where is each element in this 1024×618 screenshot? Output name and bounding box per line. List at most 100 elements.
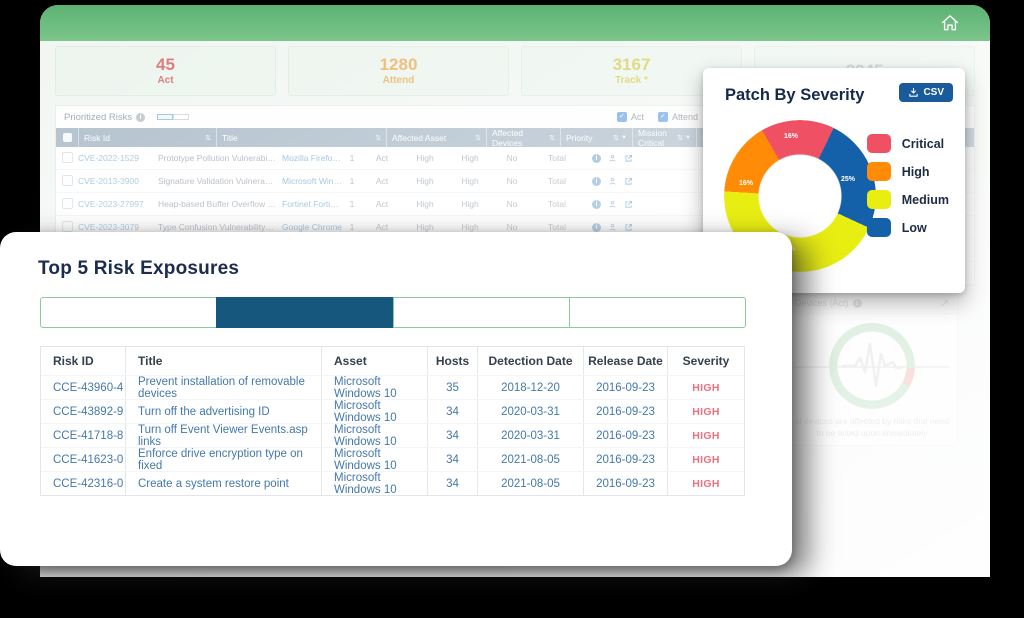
risk-title: Heap-based Buffer Overflow Vulnerability… <box>158 199 282 209</box>
info-icon[interactable] <box>852 298 862 308</box>
table-row[interactable]: CCE-43892-9 Turn off the advertising ID … <box>41 399 744 424</box>
sort-icon[interactable]: ⇅ <box>677 134 684 142</box>
row-checkbox[interactable] <box>61 197 73 209</box>
risk-id-link[interactable]: CVE-2023-3079 <box>78 222 139 232</box>
risk-id-link[interactable]: CCE-41718-8 <box>41 424 126 447</box>
risk-id-link[interactable]: CVE-2013-3900 <box>78 176 139 186</box>
sort-icon[interactable]: ⇅ <box>549 134 555 142</box>
sort-icon[interactable]: ⇅ <box>375 134 381 142</box>
info-icon[interactable] <box>136 112 146 122</box>
asset-link[interactable]: Google Chrome <box>282 222 342 232</box>
info-icon[interactable] <box>592 222 601 232</box>
severity-value: High <box>416 222 434 232</box>
hosts-count: 34 <box>428 448 478 471</box>
sort-icon[interactable]: ⇅ <box>205 134 211 142</box>
table-row[interactable]: CCE-41718-8 Turn off Event Viewer Events… <box>41 423 744 448</box>
asset-link[interactable]: Microsoft Windows 10 <box>322 448 428 472</box>
release-date: 2016-09-23 <box>584 472 668 495</box>
sort-icon[interactable]: ⇅ <box>613 134 620 142</box>
exposure-tab[interactable] <box>392 297 570 328</box>
risks-tab[interactable] <box>173 114 190 120</box>
person-icon[interactable] <box>608 154 617 163</box>
asset-link[interactable]: Microsoft Windows 10 <box>322 424 428 448</box>
person-icon[interactable] <box>608 200 617 209</box>
info-icon[interactable] <box>592 176 601 186</box>
expand-icon[interactable]: ↗ <box>940 297 949 309</box>
asset-link[interactable]: Microsoft Windows 10 <box>322 400 428 424</box>
legend-item[interactable]: Medium <box>866 190 949 209</box>
csv-download-button[interactable]: CSV <box>899 83 953 102</box>
external-link-icon[interactable] <box>624 223 633 232</box>
filter-checkbox[interactable]: Attend <box>657 112 698 122</box>
exposure-tab[interactable] <box>40 297 218 328</box>
row-checkbox[interactable] <box>61 220 73 232</box>
exposures-table: Risk ID Title Asset Hosts Detection Date… <box>40 346 745 496</box>
priority-value: Act <box>375 176 389 186</box>
table-row[interactable]: CCE-41623-0 Enforce drive encryption typ… <box>41 447 744 472</box>
risk-id-link[interactable]: CVE-2022-1529 <box>78 153 139 163</box>
person-icon[interactable] <box>608 223 617 232</box>
mission-critical-value: No <box>506 199 518 209</box>
filter-checkbox[interactable]: Act <box>616 112 644 122</box>
legend-item[interactable]: High <box>866 162 949 181</box>
select-all-checkbox[interactable] <box>62 133 72 142</box>
risk-title-link[interactable]: Prevent installation of removable device… <box>126 376 322 400</box>
severity-value: High <box>416 199 434 209</box>
asset-link[interactable]: Microsoft Windows 10 <box>322 376 428 400</box>
devices-card-header: Devices (Act) ↗ <box>787 293 957 314</box>
person-icon[interactable] <box>608 177 617 186</box>
stat-value: 3167 <box>612 55 651 75</box>
risks-tabs <box>157 114 190 120</box>
home-icon[interactable] <box>940 13 960 33</box>
row-checkbox[interactable] <box>61 174 73 186</box>
legend-item[interactable]: Critical <box>866 134 949 153</box>
asset-link[interactable]: Microsoft Windo... <box>282 176 342 186</box>
risk-title-link[interactable]: Turn off Event Viewer Events.asp links <box>126 424 322 448</box>
exposure-tab[interactable] <box>568 297 746 328</box>
risk-id-link[interactable]: CCE-43960-4 <box>41 376 126 399</box>
external-link-icon[interactable] <box>624 177 633 186</box>
risk-title-link[interactable]: Enforce drive encryption type on fixed <box>126 448 322 472</box>
column-priority: Priority <box>566 132 593 143</box>
exposures-table-header: Risk ID Title Asset Hosts Detection Date… <box>41 347 744 375</box>
external-link-icon[interactable] <box>624 154 633 163</box>
info-icon[interactable] <box>592 153 601 163</box>
stat-label: Attend <box>382 74 415 86</box>
risk-title-link[interactable]: Create a system restore point <box>126 472 322 495</box>
legend-item[interactable]: Low <box>866 218 949 237</box>
filter-icon[interactable]: ▼ <box>621 134 627 141</box>
legend-label: Critical <box>901 136 945 151</box>
legend-swatch <box>866 162 891 181</box>
stat-card[interactable]: 45 Act <box>55 46 276 96</box>
checkbox-checked-icon[interactable] <box>657 112 668 122</box>
exposure-tab[interactable] <box>216 297 394 328</box>
severity-badge: HIGH <box>692 405 720 418</box>
external-link-icon[interactable] <box>624 200 633 209</box>
stat-label: Act <box>157 74 174 86</box>
checkbox-checked-icon[interactable] <box>616 112 627 122</box>
detection-date: 2020-03-31 <box>478 400 584 423</box>
column-title: Title <box>222 132 238 143</box>
info-icon[interactable] <box>592 199 601 209</box>
sort-icon[interactable]: ⇅ <box>475 134 481 142</box>
row-checkbox[interactable] <box>61 151 73 163</box>
risk-id-link[interactable]: CCE-43892-9 <box>41 400 126 423</box>
release-date: 2016-09-23 <box>584 424 668 447</box>
risk-id-link[interactable]: CCE-41623-0 <box>41 448 126 471</box>
stat-value: 1280 <box>379 55 418 75</box>
table-row[interactable]: CCE-43960-4 Prevent installation of remo… <box>41 375 744 400</box>
asset-link[interactable]: Mozilla Firefox x88 <box>282 153 342 163</box>
asset-link[interactable]: Microsoft Windows 10 <box>322 472 428 496</box>
filter-icon[interactable]: ▼ <box>685 134 691 141</box>
stat-card[interactable]: 1280 Attend <box>288 46 509 96</box>
table-row[interactable]: CCE-42316-0 Create a system restore poin… <box>41 471 744 496</box>
risk-id-link[interactable]: CVE-2023-27997 <box>78 199 144 209</box>
stat-value: 45 <box>156 55 175 75</box>
risks-tab[interactable] <box>157 114 174 120</box>
risk-title-link[interactable]: Turn off the advertising ID <box>126 400 322 423</box>
asset-link[interactable]: Fortinet Fortigate <box>282 199 342 209</box>
affected-devices-count: 1 <box>349 199 355 209</box>
risk-id-link[interactable]: CCE-42316-0 <box>41 472 126 495</box>
download-icon <box>909 87 919 97</box>
